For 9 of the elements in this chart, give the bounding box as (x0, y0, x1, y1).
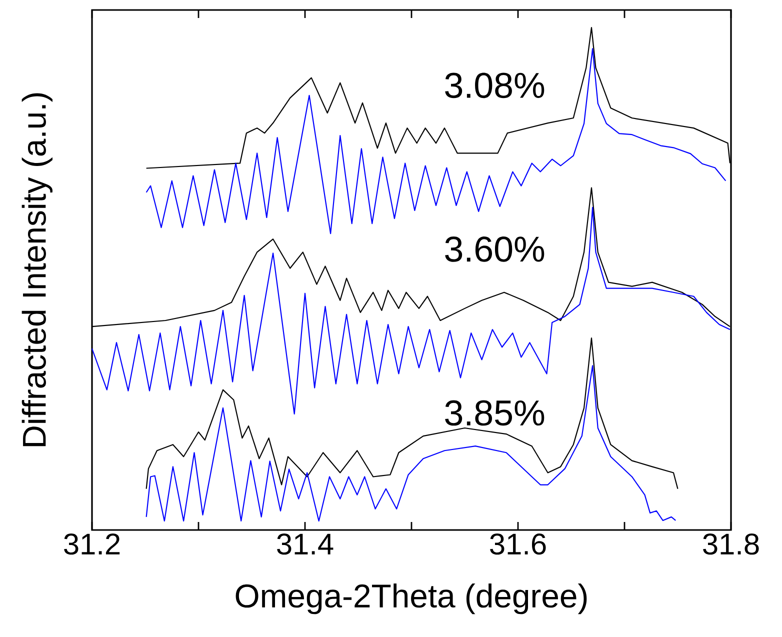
x-tick-label: 31.8 (703, 534, 759, 555)
x-tick-label: 31.2 (64, 534, 120, 555)
annotation: 3.08% (445, 72, 544, 98)
annotation: 3.60% (445, 236, 544, 262)
annotation: 3.85% (445, 400, 544, 426)
x-tick-label: 31.6 (490, 534, 546, 555)
x-axis-title: Omega-2Theta (degree) (236, 584, 587, 614)
y-axis-title: Diffracted Intensity (a.u.) (22, 93, 52, 446)
x-tick-label: 31.4 (277, 534, 334, 555)
